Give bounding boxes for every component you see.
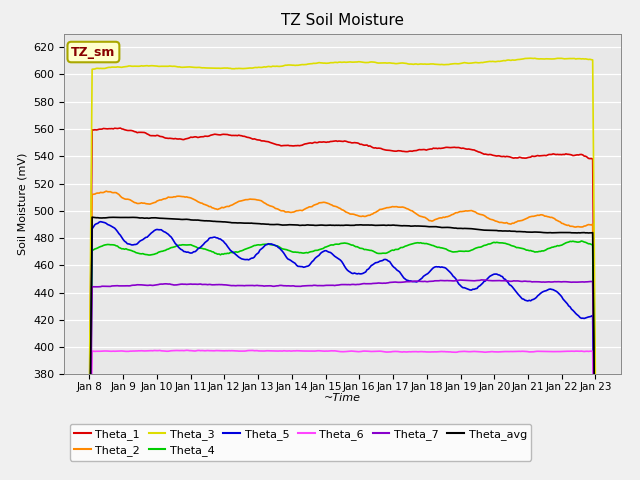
Theta_4 xyxy=(577,238,585,244)
Theta_3 xyxy=(262,64,269,70)
Theta_1 xyxy=(308,141,316,146)
Line: Theta_2: Theta_2 xyxy=(90,191,595,480)
Line: Theta_5: Theta_5 xyxy=(90,222,595,480)
Theta_4 xyxy=(307,249,314,254)
Line: Theta_6: Theta_6 xyxy=(90,350,595,480)
Theta_5 xyxy=(255,250,262,256)
Theta_5 xyxy=(263,242,271,248)
Theta_avg xyxy=(88,215,96,220)
Theta_6 xyxy=(255,348,262,354)
Theta_1 xyxy=(237,133,245,139)
Theta_5 xyxy=(237,256,245,262)
Theta_6 xyxy=(237,348,245,354)
Theta_3 xyxy=(147,63,155,69)
Legend: Theta_1, Theta_2, Theta_3, Theta_4, Theta_5, Theta_6, Theta_7, Theta_avg: Theta_1, Theta_2, Theta_3, Theta_4, Thet… xyxy=(70,424,531,460)
Theta_2 xyxy=(565,222,573,228)
Y-axis label: Soil Moisture (mV): Soil Moisture (mV) xyxy=(17,153,28,255)
Theta_5 xyxy=(149,229,157,235)
Theta_7 xyxy=(253,283,261,288)
Theta_7 xyxy=(565,279,573,285)
Theta_7 xyxy=(147,282,155,288)
Theta_avg xyxy=(149,215,157,221)
Theta_2 xyxy=(86,471,93,477)
Theta_5 xyxy=(308,259,316,264)
Theta_3 xyxy=(253,65,261,71)
X-axis label: ~Time: ~Time xyxy=(324,394,361,403)
Theta_avg xyxy=(565,230,573,236)
Theta_1 xyxy=(149,133,157,139)
Theta_avg xyxy=(237,220,245,226)
Theta_5 xyxy=(565,303,573,309)
Title: TZ Soil Moisture: TZ Soil Moisture xyxy=(281,13,404,28)
Theta_6 xyxy=(565,348,573,354)
Line: Theta_avg: Theta_avg xyxy=(90,217,595,480)
Theta_3 xyxy=(236,66,244,72)
Theta_6 xyxy=(147,348,155,354)
Theta_1 xyxy=(116,125,124,131)
Theta_7 xyxy=(307,283,314,288)
Theta_1 xyxy=(565,152,573,157)
Theta_2 xyxy=(255,197,262,203)
Theta_7 xyxy=(477,277,485,283)
Theta_2 xyxy=(263,202,271,207)
Line: Theta_1: Theta_1 xyxy=(90,128,595,452)
Theta_2 xyxy=(149,200,157,206)
Theta_3 xyxy=(591,390,599,396)
Text: TZ_sm: TZ_sm xyxy=(71,46,116,59)
Theta_1 xyxy=(591,449,599,455)
Theta_4 xyxy=(253,242,261,248)
Theta_2 xyxy=(308,204,316,209)
Theta_4 xyxy=(262,241,269,247)
Line: Theta_4: Theta_4 xyxy=(90,241,595,480)
Theta_6 xyxy=(308,348,316,354)
Theta_2 xyxy=(102,188,110,194)
Theta_4 xyxy=(147,252,155,258)
Theta_3 xyxy=(525,55,533,61)
Line: Theta_7: Theta_7 xyxy=(90,280,595,480)
Theta_1 xyxy=(255,137,262,143)
Theta_3 xyxy=(565,56,573,61)
Line: Theta_3: Theta_3 xyxy=(90,58,595,399)
Theta_5 xyxy=(97,219,104,225)
Theta_7 xyxy=(262,283,269,289)
Theta_2 xyxy=(237,198,245,204)
Theta_avg xyxy=(263,221,271,227)
Theta_avg xyxy=(308,222,316,228)
Theta_6 xyxy=(263,348,271,354)
Theta_1 xyxy=(86,432,93,438)
Theta_6 xyxy=(183,348,191,353)
Theta_3 xyxy=(307,61,314,67)
Theta_avg xyxy=(255,221,262,227)
Theta_7 xyxy=(236,283,244,288)
Theta_1 xyxy=(263,139,271,144)
Theta_3 xyxy=(86,396,93,402)
Theta_4 xyxy=(236,248,244,254)
Theta_4 xyxy=(563,240,571,245)
